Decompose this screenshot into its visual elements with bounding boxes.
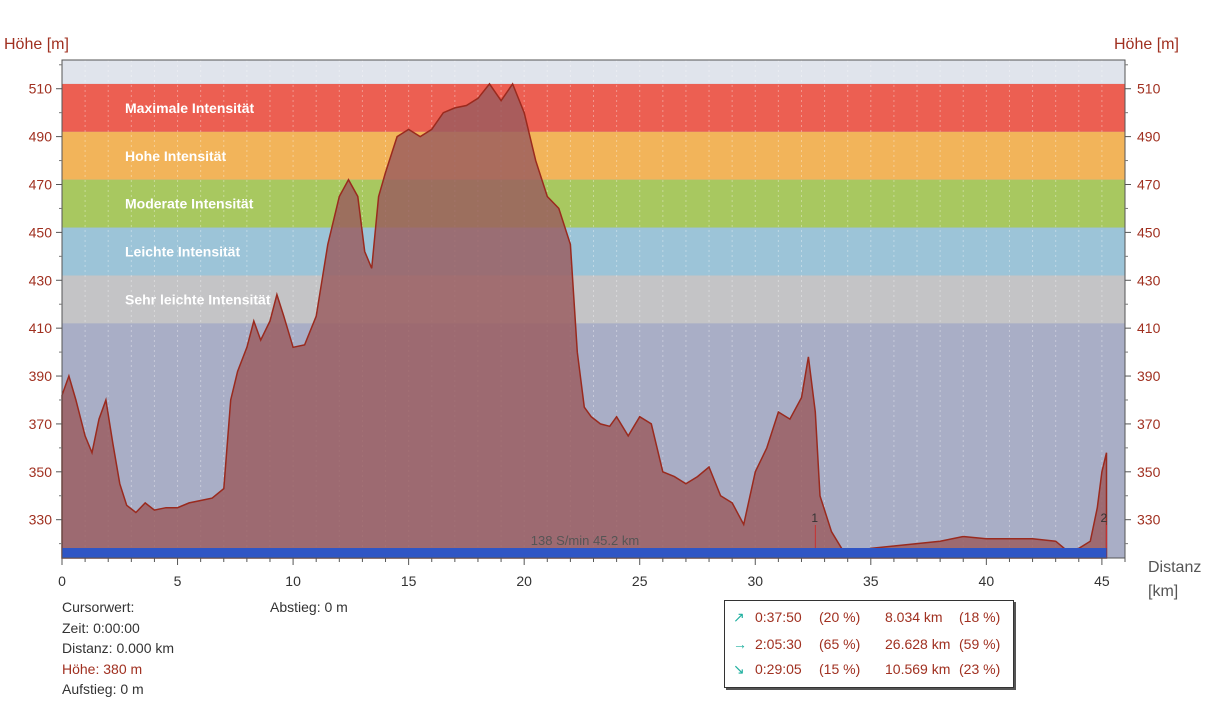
uphill-arrow-icon: ↗ — [733, 609, 745, 625]
y-axis-left: 330 350 370 390 410 430 450 470 490 510 — [29, 64, 62, 545]
stats-distance-pct: (59 %) — [959, 636, 1001, 652]
zone-band — [62, 83, 1125, 132]
y-tick-label-left: 470 — [29, 177, 53, 193]
downhill-arrow-icon: ↘ — [733, 661, 745, 677]
zone-label: Sehr leichte Intensität — [125, 291, 271, 307]
x-tick-label: 30 — [747, 573, 763, 589]
stats-time: 0:29:05 — [755, 661, 802, 677]
y-tick-label-left: 410 — [29, 320, 53, 336]
zone-label: Moderate Intensität — [125, 196, 254, 212]
y-axis-left-title: Höhe [m] — [4, 36, 69, 53]
y-tick-label-left: 350 — [29, 464, 53, 480]
stats-distance-pct: (18 %) — [959, 609, 1001, 625]
zone-band — [62, 275, 1125, 324]
stats-time-pct: (65 %) — [819, 636, 861, 652]
x-tick-label: 35 — [863, 573, 879, 589]
y-tick-label-left: 430 — [29, 272, 53, 288]
x-tick-label: 5 — [174, 573, 182, 589]
stats-time-pct: (20 %) — [819, 609, 861, 625]
stats-row-uphill: ↗ 0:37:50 (20 %) 8.034 km (18 %) — [725, 609, 1013, 631]
cursor-info: Cursorwert: Zeit: 0:00:00 Distanz: 0.000… — [62, 597, 174, 700]
zone-band — [62, 131, 1125, 180]
cadence-annotation: 138 S/min 45.2 km — [531, 533, 639, 548]
y-tick-label-left: 450 — [29, 224, 53, 240]
y-tick-label-right: 390 — [1137, 368, 1161, 384]
y-tick-label-left: 390 — [29, 368, 53, 384]
x-tick-label: 0 — [58, 573, 66, 589]
flat-arrow-icon: → — [733, 636, 747, 652]
y-tick-label-left: 330 — [29, 512, 53, 528]
stats-distance: 26.628 km — [885, 636, 951, 652]
y-tick-label-left: 490 — [29, 129, 53, 145]
lap-marker-label: 1 — [811, 511, 818, 525]
y-axis-right-title: Höhe [m] — [1114, 36, 1179, 53]
x-axis: 0 5 10 15 20 25 30 35 40 45 — [58, 558, 1126, 589]
stats-row-flat: → 2:05:30 (65 %) 26.628 km (59 %) — [725, 636, 1013, 658]
cursor-descent: Abstieg: 0 m — [270, 599, 348, 615]
x-tick-label: 10 — [285, 573, 301, 589]
y-tick-label-right: 430 — [1137, 272, 1161, 288]
x-tick-label: 45 — [1094, 573, 1110, 589]
x-axis-title: Distanz [km] — [1148, 556, 1201, 604]
y-axis-right: 330 350 370 390 410 430 450 470 490 510 — [1125, 64, 1161, 545]
y-tick-label-left: 370 — [29, 416, 53, 432]
y-tick-label-right: 350 — [1137, 464, 1161, 480]
lap-marker-label: 2 — [1101, 511, 1108, 525]
y-tick-label-left: 510 — [29, 81, 53, 97]
stats-row-downhill: ↘ 0:29:05 (15 %) 10.569 km (23 %) — [725, 661, 1013, 683]
y-tick-label-right: 410 — [1137, 320, 1161, 336]
y-tick-label-right: 470 — [1137, 177, 1161, 193]
cursor-ascent: Aufstieg: 0 m — [62, 681, 144, 697]
stats-distance: 8.034 km — [885, 609, 943, 625]
zone-label: Maximale Intensität — [125, 100, 254, 116]
y-tick-label-right: 450 — [1137, 224, 1161, 240]
y-tick-label-right: 370 — [1137, 416, 1161, 432]
cursor-height: Höhe: 380 m — [62, 660, 143, 677]
y-tick-label-right: 330 — [1137, 512, 1161, 528]
cursor-time: Zeit: 0:00:00 — [62, 619, 140, 636]
zone-label: Leichte Intensität — [125, 244, 240, 260]
gradient-stats-panel: ↗ 0:37:50 (20 %) 8.034 km (18 %) → 2:05:… — [724, 600, 1014, 688]
cadence-bar — [62, 548, 1107, 558]
cursor-distance: Distanz: 0.000 km — [62, 640, 175, 656]
x-tick-label: 20 — [516, 573, 532, 589]
y-tick-label-right: 510 — [1137, 81, 1161, 97]
stats-time-pct: (15 %) — [819, 661, 861, 677]
cursor-title: Cursorwert: — [62, 599, 135, 615]
x-axis-title-line1: Distanz — [1148, 559, 1202, 576]
zone-label: Hohe Intensität — [125, 148, 226, 164]
stats-distance-pct: (23 %) — [959, 661, 1001, 677]
x-tick-label: 40 — [979, 573, 995, 589]
zone-band — [62, 179, 1125, 228]
zone-band — [62, 227, 1125, 276]
x-axis-title-line2: [km] — [1148, 583, 1179, 600]
y-tick-label-right: 490 — [1137, 129, 1161, 145]
x-tick-label: 15 — [401, 573, 417, 589]
stats-time: 0:37:50 — [755, 609, 802, 625]
stats-time: 2:05:30 — [755, 636, 802, 652]
intensity-zones: Maximale Intensität Hohe Intensität Modera… — [62, 83, 1125, 324]
plot-top-band — [62, 60, 1125, 84]
x-tick-label: 25 — [632, 573, 648, 589]
stats-distance: 10.569 km — [885, 661, 951, 677]
